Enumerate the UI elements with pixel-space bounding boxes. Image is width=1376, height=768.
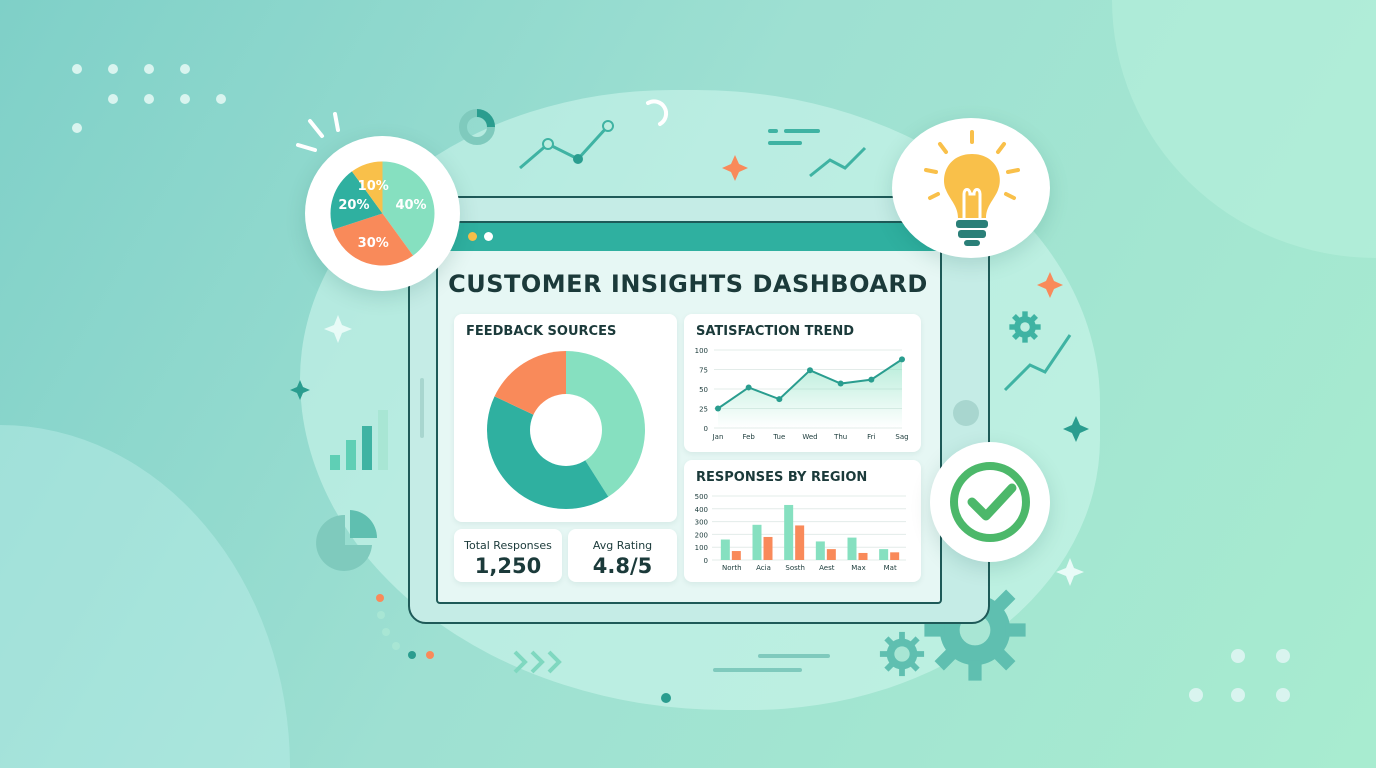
side-button xyxy=(420,378,424,438)
bar xyxy=(763,536,773,560)
lightbulb-icon xyxy=(924,130,1020,246)
pie-label: 10% xyxy=(358,179,389,194)
donut-slice xyxy=(566,351,645,497)
x-tick-label: Mat xyxy=(884,564,897,572)
responses-by-region-card: RESPONSES BY REGION 0 100 200 300 400 500 Nort… xyxy=(684,460,921,582)
y-tick-label: 75 xyxy=(699,367,708,375)
bar xyxy=(815,541,825,560)
data-point xyxy=(899,356,905,363)
check-circle-icon xyxy=(950,462,1030,542)
x-tick-label: Sag xyxy=(895,433,908,441)
pie-slice xyxy=(330,171,383,230)
pie-slice xyxy=(333,213,414,266)
y-tick-label: 300 xyxy=(695,519,708,527)
y-tick-label: 50 xyxy=(699,386,708,394)
y-tick-label: 25 xyxy=(699,406,708,414)
x-tick-label: Sosth xyxy=(785,564,805,572)
data-point xyxy=(807,367,813,374)
bar xyxy=(720,539,730,560)
y-tick-label: 200 xyxy=(695,531,708,539)
window-dot[interactable] xyxy=(468,232,477,241)
y-tick-label: 100 xyxy=(695,347,708,355)
bar-chart: 0 100 200 300 400 500 North Acia Sosth Aest Max Mat xyxy=(695,493,906,572)
data-point xyxy=(776,396,783,403)
window-dot[interactable] xyxy=(484,232,493,241)
y-tick-label: 0 xyxy=(704,425,708,433)
x-tick-label: Aest xyxy=(819,564,835,572)
stat-value: 1,250 xyxy=(474,554,542,578)
satisfaction-trend-card: SATISFACTION TREND 0 25 50 75 100 Jan Feb Tue We… xyxy=(684,314,921,452)
pie-label: 30% xyxy=(358,236,389,251)
gear-icon xyxy=(879,631,925,677)
x-tick-label: Feb xyxy=(742,433,755,441)
y-tick-label: 400 xyxy=(695,506,708,514)
gear-icon xyxy=(1009,311,1041,343)
pie-badge: 40% 30% 20% 10% xyxy=(305,136,460,291)
y-tick-label: 100 xyxy=(695,544,708,552)
x-tick-label: Wed xyxy=(802,433,817,441)
data-point xyxy=(868,376,875,383)
card-title: SATISFACTION TREND xyxy=(696,324,855,339)
title-bar xyxy=(438,223,940,251)
bar xyxy=(795,525,805,560)
x-tick-label: Max xyxy=(851,564,865,572)
bar xyxy=(826,549,836,560)
page-title: CUSTOMER INSIGHTS DASHBOARD xyxy=(448,270,928,298)
data-point xyxy=(837,380,844,387)
stat-avg-rating: Avg Rating 4.8/5 xyxy=(568,529,677,582)
x-tick-label: Fri xyxy=(867,433,875,441)
pie-label: 20% xyxy=(338,198,369,213)
feedback-sources-card: FEEDBACK SOURCES xyxy=(454,314,677,522)
pie-chart: 40% 30% 20% 10% xyxy=(330,161,435,266)
bar xyxy=(731,551,741,560)
y-tick-label: 0 xyxy=(704,557,708,565)
data-point xyxy=(715,405,721,412)
stat-total-responses: Total Responses 1,250 xyxy=(454,529,562,582)
x-tick-label: Jan xyxy=(712,433,724,441)
pie-label: 40% xyxy=(395,198,426,213)
donut-chart xyxy=(486,351,645,510)
bar xyxy=(879,549,889,560)
donut-hole xyxy=(530,394,602,466)
stat-label: Avg Rating xyxy=(592,539,653,552)
bar xyxy=(752,524,762,560)
area-fill xyxy=(718,359,902,428)
card-title: RESPONSES BY REGION xyxy=(696,470,868,485)
card-title: FEEDBACK SOURCES xyxy=(466,324,617,339)
bar xyxy=(890,552,900,560)
lightbulb-badge xyxy=(892,118,1050,258)
bar xyxy=(784,504,794,560)
check-badge xyxy=(930,442,1050,562)
x-tick-label: Thu xyxy=(833,433,847,441)
y-tick-label: 500 xyxy=(695,493,708,501)
bar xyxy=(858,552,868,560)
pie-slice xyxy=(351,161,383,214)
pie-slice xyxy=(382,161,435,256)
line-chart: 0 25 50 75 100 Jan Feb Tue Wed Thu Fri Sag xyxy=(695,347,909,441)
stat-label: Total Responses xyxy=(464,539,552,552)
camera xyxy=(953,400,979,426)
bar xyxy=(847,537,857,560)
x-tick-label: Acia xyxy=(756,564,771,572)
stat-value: 4.8/5 xyxy=(592,554,653,578)
x-tick-label: North xyxy=(722,564,742,572)
x-tick-label: Tue xyxy=(772,433,785,441)
data-point xyxy=(745,384,752,391)
